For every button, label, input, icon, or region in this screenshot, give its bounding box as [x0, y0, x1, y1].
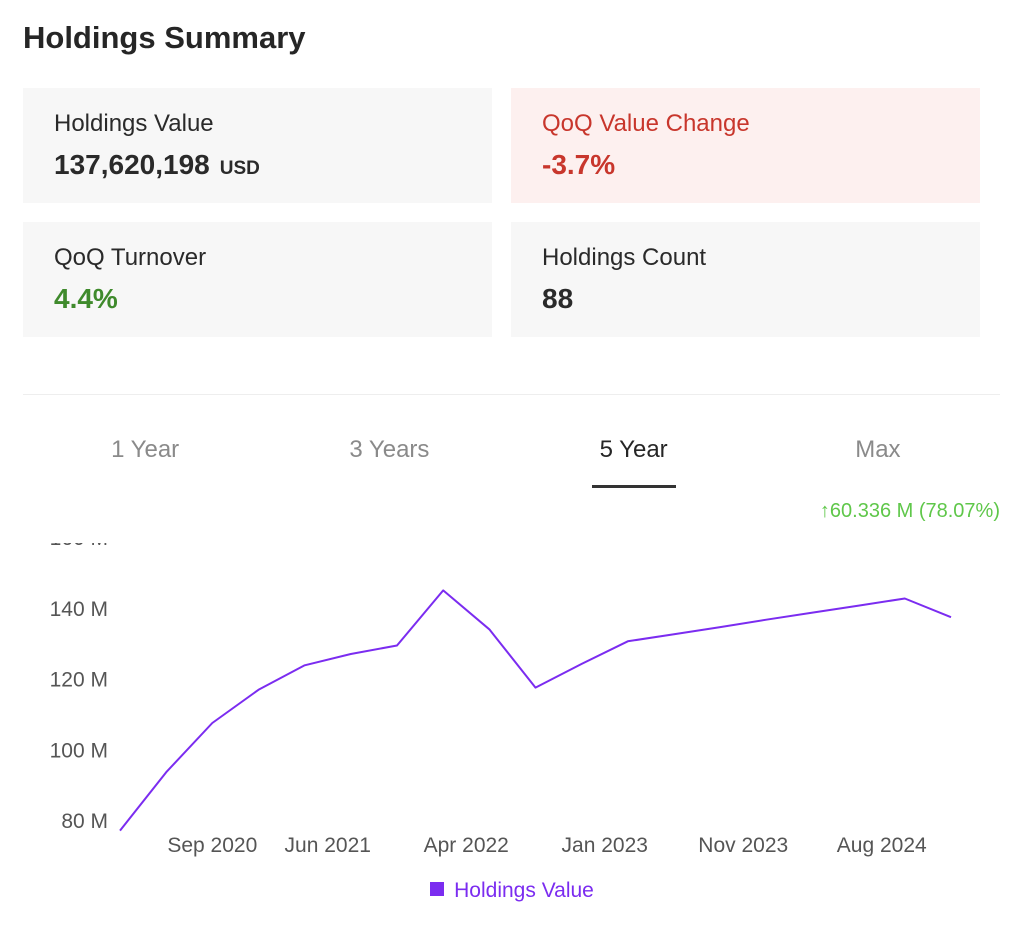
page-title: Holdings Summary [23, 20, 306, 55]
y-tick-label: 140 M [50, 598, 108, 621]
x-tick-label: Jun 2021 [285, 834, 371, 857]
qoq-turnover-label: QoQ Turnover [54, 244, 207, 271]
qoq-turnover-value: 4.4% [54, 283, 118, 314]
qoq-turnover-card: QoQ Turnover 4.4% [23, 222, 492, 337]
tab-max[interactable]: Max [855, 436, 901, 463]
qoq-value-change-label: QoQ Value Change [542, 110, 750, 137]
holdings-value-card: Holdings Value 137,620,198 USD [23, 88, 492, 203]
qoq-value-change-card: QoQ Value Change -3.7% [511, 88, 980, 203]
period-change-indicator: ↑60.336 M (78.07%) [820, 500, 1000, 523]
tab-3-years[interactable]: 3 Years [349, 436, 430, 463]
section-divider [23, 394, 1000, 395]
holdings-value-label: Holdings Value [54, 110, 214, 137]
holdings-count-label: Holdings Count [542, 244, 707, 271]
holdings-value-amount: 137,620,198 USD [54, 149, 260, 181]
holdings-value-number: 137,620,198 [54, 149, 210, 180]
y-tick-label: 80 M [61, 810, 108, 833]
holdings-value-chart: 160 M 140 M 120 M 100 M 80 M Sep 2020 Jun 202… [50, 530, 952, 857]
holdings-count-value: 88 [542, 283, 574, 314]
y-tick-label: 100 M [50, 739, 108, 762]
time-range-tabs: 1 Year 3 Years 5 Year Max [23, 420, 1000, 488]
holdings-value-series-line [119, 589, 952, 832]
tab-1-year[interactable]: 1 Year [111, 436, 180, 463]
x-tick-label: Nov 2023 [698, 834, 788, 857]
holdings-count-card: Holdings Count 88 [511, 222, 980, 337]
y-tick-label: 160 M [50, 530, 108, 550]
legend-swatch [430, 882, 445, 896]
holdings-value-unit: USD [219, 158, 260, 179]
qoq-value-change-value: -3.7% [542, 149, 616, 180]
chart-legend[interactable]: Holdings Value [0, 879, 1024, 903]
y-tick-label: 120 M [50, 669, 108, 692]
x-tick-label: Apr 2022 [424, 834, 509, 857]
x-tick-label: Sep 2020 [167, 834, 257, 857]
tab-5-year[interactable]: 5 Year [512, 420, 756, 488]
x-tick-label: Jan 2023 [562, 834, 648, 857]
period-change-value: 60.336 M (78.07%) [829, 500, 1000, 522]
legend-label-holdings-value: Holdings Value [454, 879, 594, 902]
arrow-up-icon: ↑ [819, 500, 830, 522]
x-tick-label: Aug 2024 [837, 834, 927, 857]
